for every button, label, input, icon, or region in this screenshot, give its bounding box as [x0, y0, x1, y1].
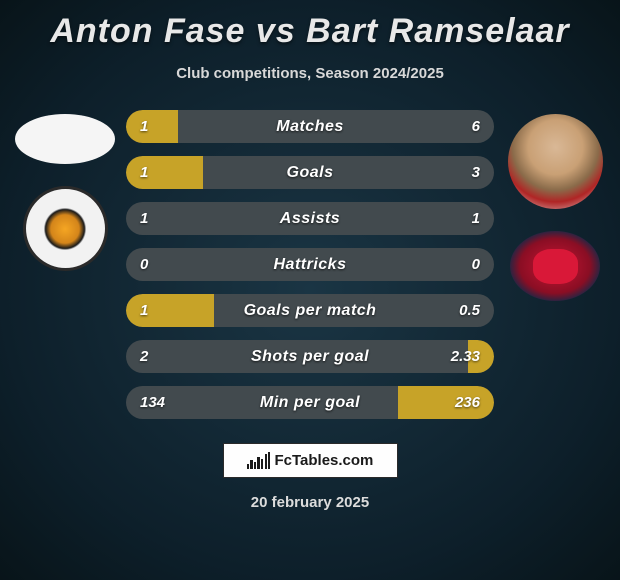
stat-value-right: 236 [455, 394, 480, 411]
page-title: Anton Fase vs Bart Ramselaar [0, 0, 620, 51]
brand-chart-icon [247, 452, 271, 469]
stat-label: Goals [126, 164, 494, 182]
right-side [500, 110, 610, 419]
stat-value-right: 0 [472, 256, 480, 273]
stat-label: Goals per match [126, 302, 494, 320]
player2-avatar [508, 114, 603, 209]
player1-avatar [15, 114, 115, 164]
stat-value-right: 3 [472, 164, 480, 181]
stat-row: 1Goals3 [126, 156, 494, 189]
stat-row: 1Matches6 [126, 110, 494, 143]
player2-club-badge [510, 231, 600, 301]
footer-date: 20 february 2025 [0, 494, 620, 511]
stat-label: Shots per goal [126, 348, 494, 366]
stat-label: Min per goal [126, 394, 494, 412]
subtitle: Club competitions, Season 2024/2025 [0, 65, 620, 82]
stat-row: 1Goals per match0.5 [126, 294, 494, 327]
stat-row: 0Hattricks0 [126, 248, 494, 281]
stat-label: Matches [126, 118, 494, 136]
stat-row: 1Assists1 [126, 202, 494, 235]
player1-club-badge [23, 186, 108, 271]
stat-value-right: 1 [472, 210, 480, 227]
stat-row: 2Shots per goal2.33 [126, 340, 494, 373]
stat-row: 134Min per goal236 [126, 386, 494, 419]
stat-value-right: 6 [472, 118, 480, 135]
comparison-panel: 1Matches61Goals31Assists10Hattricks01Goa… [0, 110, 620, 419]
stat-label: Hattricks [126, 256, 494, 274]
stat-value-right: 2.33 [451, 348, 480, 365]
left-side [10, 110, 120, 419]
stat-bars: 1Matches61Goals31Assists10Hattricks01Goa… [120, 110, 500, 419]
brand-text: FcTables.com [274, 452, 373, 469]
brand-badge[interactable]: FcTables.com [223, 443, 398, 478]
stat-label: Assists [126, 210, 494, 228]
stat-value-right: 0.5 [459, 302, 480, 319]
